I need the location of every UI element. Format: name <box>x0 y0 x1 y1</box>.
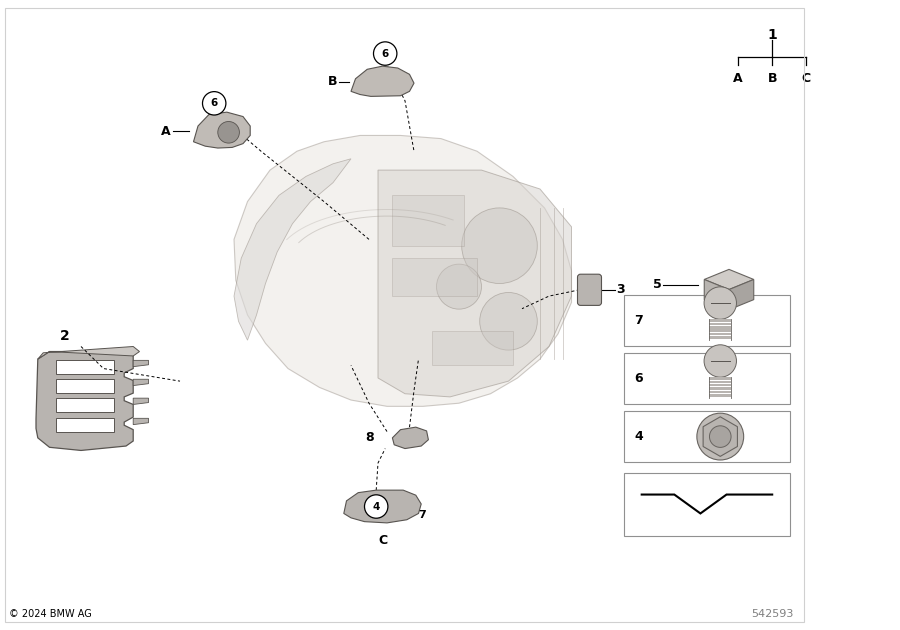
Polygon shape <box>133 398 148 404</box>
Polygon shape <box>38 346 140 359</box>
Bar <box>624 353 790 404</box>
Text: 7: 7 <box>634 314 644 327</box>
Bar <box>392 258 477 296</box>
Polygon shape <box>703 417 737 456</box>
Circle shape <box>436 264 482 309</box>
Text: 4: 4 <box>373 501 380 512</box>
Text: 2: 2 <box>60 329 69 343</box>
Bar <box>56 360 114 374</box>
Text: 7: 7 <box>418 510 427 520</box>
Bar <box>624 295 790 347</box>
Polygon shape <box>133 418 148 425</box>
Polygon shape <box>133 379 148 386</box>
Polygon shape <box>351 66 414 96</box>
Circle shape <box>364 495 388 518</box>
Text: 6: 6 <box>382 49 389 59</box>
Polygon shape <box>704 270 754 290</box>
Bar <box>392 195 464 246</box>
Polygon shape <box>36 352 133 450</box>
Circle shape <box>202 91 226 115</box>
Polygon shape <box>133 360 148 367</box>
Circle shape <box>480 292 537 350</box>
Polygon shape <box>704 280 729 310</box>
Circle shape <box>709 426 731 447</box>
Text: 6: 6 <box>634 372 644 385</box>
Text: 1: 1 <box>768 28 777 42</box>
Text: 542593: 542593 <box>751 609 794 619</box>
Polygon shape <box>729 280 754 310</box>
Bar <box>624 472 790 536</box>
Text: 4: 4 <box>634 430 644 443</box>
Polygon shape <box>234 135 572 406</box>
Bar <box>4 8 804 622</box>
Text: 8: 8 <box>364 432 373 444</box>
Text: B: B <box>328 76 338 88</box>
Polygon shape <box>234 159 351 340</box>
Text: C: C <box>378 534 387 547</box>
Text: A: A <box>161 125 171 137</box>
Circle shape <box>374 42 397 66</box>
Circle shape <box>218 122 239 143</box>
Bar <box>432 331 513 365</box>
FancyBboxPatch shape <box>578 274 601 306</box>
Bar <box>56 418 114 432</box>
Bar <box>624 411 790 462</box>
Text: 6: 6 <box>211 98 218 108</box>
Text: © 2024 BMW AG: © 2024 BMW AG <box>9 609 92 619</box>
Text: C: C <box>802 72 811 86</box>
Bar <box>56 398 114 412</box>
Bar <box>56 379 114 393</box>
Polygon shape <box>392 427 428 449</box>
Text: 5: 5 <box>652 278 662 291</box>
Polygon shape <box>194 112 250 148</box>
Circle shape <box>697 413 743 460</box>
Text: 3: 3 <box>616 284 625 296</box>
Text: B: B <box>768 72 777 86</box>
Circle shape <box>704 287 736 319</box>
Polygon shape <box>378 170 572 397</box>
Circle shape <box>462 208 537 284</box>
Circle shape <box>704 345 736 377</box>
Text: A: A <box>734 72 742 86</box>
Polygon shape <box>344 490 421 523</box>
